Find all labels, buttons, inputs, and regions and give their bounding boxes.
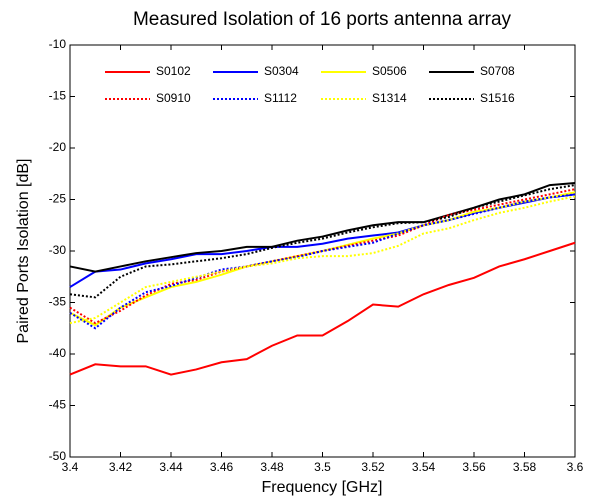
- y-axis-label: Paired Ports Isolation [dB]: [15, 159, 32, 344]
- x-tick-label: 3.58: [513, 460, 537, 474]
- legend-label: S1516: [480, 91, 515, 105]
- y-tick-label: -20: [49, 140, 67, 154]
- x-tick-label: 3.52: [361, 460, 385, 474]
- x-tick-label: 3.4: [62, 460, 79, 474]
- x-tick-label: 3.5: [314, 460, 331, 474]
- y-tick-label: -10: [49, 37, 67, 51]
- y-tick-label: -50: [49, 449, 67, 463]
- series-line: [69, 182, 576, 273]
- series-line: [69, 188, 576, 325]
- series-line: [69, 195, 576, 325]
- y-tick-label: -25: [49, 192, 67, 206]
- legend-label: S1314: [372, 91, 407, 105]
- legend-label: S0910: [156, 91, 191, 105]
- legend-label: S0102: [156, 64, 191, 78]
- x-tick-label: 3.46: [210, 460, 234, 474]
- x-tick-label: 3.54: [412, 460, 436, 474]
- legend-label: S1112: [264, 91, 297, 105]
- series-line: [69, 193, 576, 330]
- legend-label: S0304: [264, 64, 299, 78]
- y-tick-label: -30: [49, 243, 67, 257]
- x-tick-label: 3.56: [462, 460, 486, 474]
- x-tick-label: 3.6: [567, 460, 584, 474]
- x-tick-label: 3.48: [260, 460, 284, 474]
- legend-label: S0506: [372, 64, 407, 78]
- y-tick-label: -40: [49, 346, 67, 360]
- chart-title: Measured Isolation of 16 ports antenna a…: [133, 9, 512, 30]
- series-line: [69, 241, 576, 376]
- x-tick-label: 3.42: [109, 460, 133, 474]
- series-line: [69, 184, 576, 299]
- y-tick-label: -35: [49, 295, 67, 309]
- x-axis-label: Frequency [GHz]: [262, 479, 383, 496]
- x-tick-label: 3.44: [159, 460, 183, 474]
- legend-label: S0708: [480, 64, 515, 78]
- y-tick-label: -45: [49, 398, 67, 412]
- y-tick-label: -15: [49, 89, 67, 103]
